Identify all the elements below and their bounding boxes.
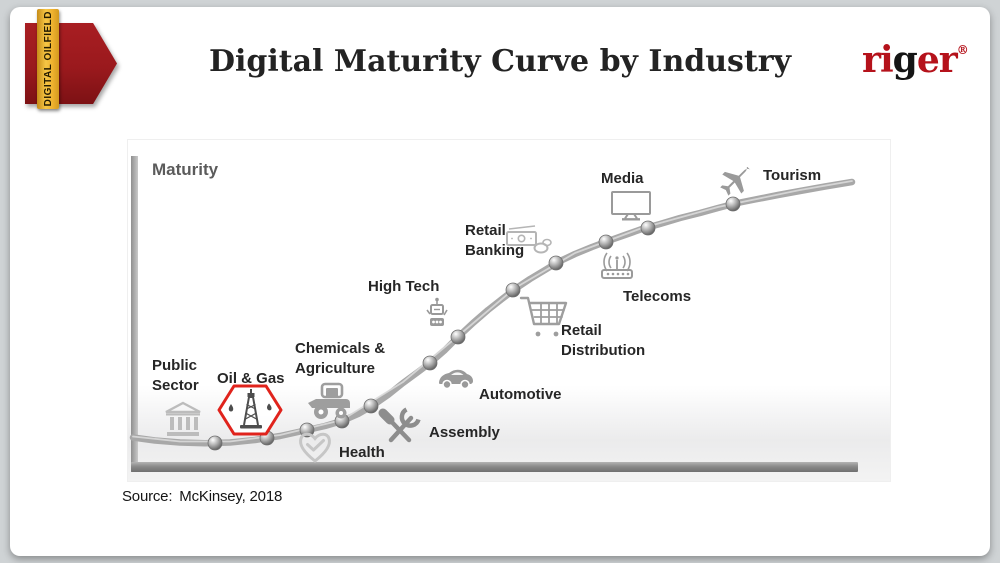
- industry-label-chemicals-agriculture: Chemicals & Agriculture: [295, 339, 385, 379]
- industry-label-automotive: Automotive: [479, 386, 562, 403]
- industry-label-media: Media: [601, 170, 644, 187]
- ribbon-bookmark-tab: DIGITAL OILFIELD: [37, 9, 59, 109]
- riger-logo: riger®: [862, 42, 969, 78]
- crossed-tools-icon: [378, 407, 421, 443]
- label-line: Chemicals &: [295, 340, 386, 357]
- source-label: Source:: [122, 488, 173, 505]
- logo-oil-drop-letter: g: [892, 39, 918, 81]
- logo-suffix: er: [916, 39, 958, 81]
- industry-label-oil-gas: Oil & Gas: [217, 370, 285, 387]
- industry-label-tourism: Tourism: [763, 167, 822, 184]
- page-title: Digital Maturity Curve by Industry: [208, 44, 792, 79]
- airplane-icon: [720, 167, 751, 196]
- industry-label-high-tech: High Tech: [368, 278, 440, 295]
- heart-check-icon: [299, 432, 331, 463]
- label-line: Banking: [465, 242, 525, 259]
- y-axis-bar: [131, 156, 138, 472]
- banknotes-icon: [506, 225, 552, 254]
- industry-label-retail-banking: Retail Banking: [465, 221, 524, 261]
- car-icon: [439, 369, 473, 390]
- label-line: Retail: [465, 222, 506, 239]
- oil-derrick-icon: [217, 384, 283, 436]
- shopping-cart-icon: [519, 296, 568, 337]
- label-line: Public: [152, 357, 198, 374]
- label-line: Agriculture: [295, 360, 376, 377]
- bank-columns-icon: [165, 401, 201, 436]
- label-line: Distribution: [561, 342, 646, 359]
- label-line: Retail: [561, 322, 602, 339]
- source-value: McKinsey, 2018: [179, 488, 283, 505]
- logo-prefix: ri: [862, 39, 894, 81]
- red-hexagon-highlight: [217, 384, 283, 436]
- industry-label-assembly: Assembly: [429, 424, 500, 441]
- tv-monitor-icon: [611, 191, 651, 221]
- robot-icon: [426, 297, 448, 326]
- industry-label-health: Health: [339, 444, 385, 461]
- source-note: Source: McKinsey, 2018: [122, 488, 282, 505]
- tractor-icon: [308, 382, 350, 419]
- label-line: Sector: [152, 377, 199, 394]
- y-axis-label: Maturity: [152, 160, 219, 179]
- industry-label-public-sector: Public Sector: [152, 356, 199, 396]
- wifi-router-icon: [601, 252, 633, 279]
- industry-label-telecoms: Telecoms: [623, 288, 692, 305]
- logo-trademark: ®: [956, 43, 969, 57]
- industry-label-retail-distribution: Retail Distribution: [561, 321, 645, 361]
- x-axis-bar: [131, 462, 858, 472]
